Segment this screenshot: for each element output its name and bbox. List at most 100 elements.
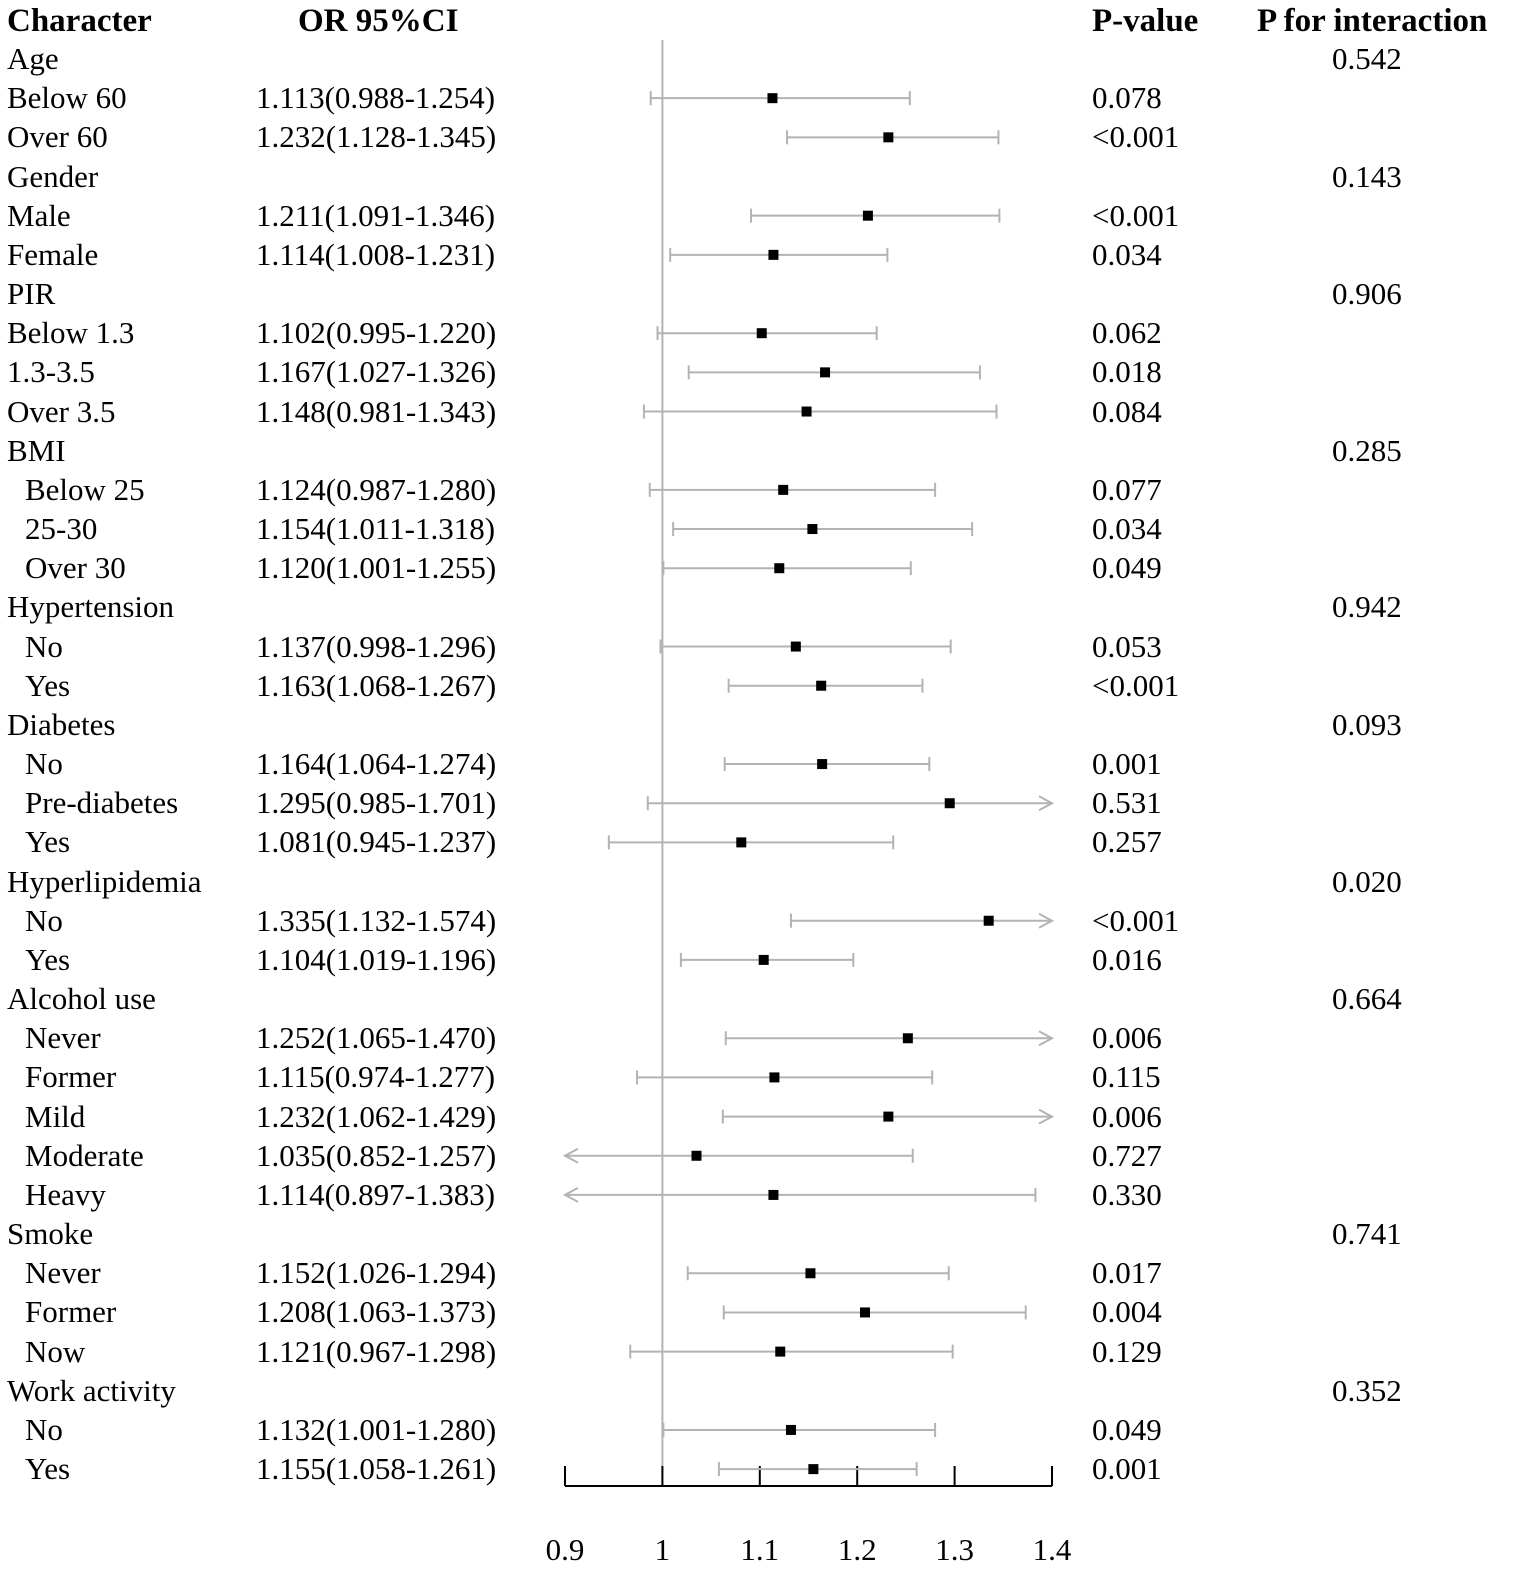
p-value: 0.049 — [1092, 550, 1162, 586]
subgroup-label: Heavy — [25, 1176, 106, 1212]
subgroup-label: Yes — [25, 667, 71, 703]
or-point — [883, 1111, 894, 1122]
or-point — [767, 93, 778, 104]
p-value: 0.053 — [1092, 628, 1162, 664]
or-point — [785, 1424, 796, 1435]
x-tick-label: 1.3 — [935, 1532, 974, 1567]
group-label: Alcohol use — [7, 981, 156, 1017]
p-value: 0.017 — [1092, 1255, 1162, 1291]
or-point — [859, 1307, 870, 1318]
or-point — [817, 759, 828, 770]
group-label: Smoke — [7, 1216, 94, 1252]
or-point — [805, 1268, 816, 1279]
or-ci-value: 1.163(1.068-1.267) — [256, 667, 497, 703]
p-value: 0.049 — [1092, 1411, 1162, 1447]
or-ci-value: 1.211(1.091-1.346) — [256, 197, 496, 233]
subgroup-label: Now — [25, 1333, 86, 1369]
or-ci-value: 1.232(1.128-1.345) — [256, 119, 497, 155]
or-ci-value: 1.137(0.998-1.296) — [256, 628, 497, 664]
p-value: 0.062 — [1092, 315, 1162, 351]
or-point — [808, 1464, 819, 1475]
x-tick-label: 1.4 — [1033, 1532, 1072, 1567]
subgroup-label: No — [25, 902, 63, 938]
or-ci-value: 1.114(1.008-1.231) — [256, 236, 496, 272]
subgroup-label: Moderate — [25, 1137, 144, 1173]
x-tick-label: 1.1 — [740, 1532, 779, 1567]
or-point — [768, 1189, 779, 1200]
or-ci-value: 1.124(0.987-1.280) — [256, 471, 497, 507]
p-interaction-value: 0.093 — [1332, 706, 1402, 742]
or-ci-value: 1.295(0.985-1.701) — [256, 785, 497, 821]
p-interaction-value: 0.542 — [1332, 41, 1402, 76]
p-value: <0.001 — [1092, 119, 1180, 155]
group-label: Age — [7, 41, 59, 76]
p-interaction-value: 0.906 — [1332, 276, 1402, 312]
or-ci-value: 1.164(1.064-1.274) — [256, 746, 497, 782]
p-value: 0.115 — [1092, 1059, 1161, 1095]
or-point — [944, 798, 955, 809]
subgroup-label: Over 30 — [25, 550, 126, 586]
ci-left-arrow — [562, 1187, 579, 1203]
or-point — [774, 563, 785, 574]
p-interaction-value: 0.664 — [1332, 981, 1402, 1017]
ci-right-arrow — [1038, 795, 1055, 812]
subgroup-label: Below 1.3 — [7, 315, 135, 351]
or-point — [778, 484, 789, 495]
subgroup-label: Below 60 — [7, 80, 127, 116]
or-point — [862, 210, 873, 221]
subgroup-label: No — [25, 1411, 63, 1447]
p-value: 0.016 — [1092, 941, 1162, 977]
or-point — [816, 680, 827, 691]
ci-right-arrow — [1038, 1030, 1055, 1047]
subgroup-label: 1.3-3.5 — [7, 354, 95, 390]
p-value: 0.084 — [1092, 393, 1162, 429]
or-ci-value: 1.132(1.001-1.280) — [256, 1411, 497, 1447]
header-character: Character — [7, 3, 152, 39]
p-value: 0.078 — [1092, 80, 1162, 116]
p-value: 0.018 — [1092, 354, 1162, 390]
group-label: PIR — [7, 276, 56, 312]
subgroup-label: Former — [25, 1059, 117, 1095]
p-interaction-value: 0.285 — [1332, 432, 1402, 468]
or-ci-value: 1.167(1.027-1.326) — [256, 354, 497, 390]
or-point — [820, 367, 831, 378]
subgroup-label: Female — [7, 236, 99, 272]
group-label: Hypertension — [7, 589, 175, 625]
p-value: 0.330 — [1092, 1176, 1162, 1212]
or-ci-value: 1.102(0.995-1.220) — [256, 315, 497, 351]
or-ci-value: 1.104(1.019-1.196) — [256, 941, 497, 977]
p-value: 0.004 — [1092, 1294, 1162, 1330]
subgroup-label: Yes — [25, 824, 71, 860]
subgroup-label: No — [25, 746, 63, 782]
group-label: Gender — [7, 158, 99, 194]
subgroup-label: No — [25, 628, 63, 664]
subgroup-label: Pre-diabetes — [25, 785, 179, 821]
subgroup-label: Yes — [25, 1451, 71, 1487]
or-ci-value: 1.121(0.967-1.298) — [256, 1333, 497, 1369]
or-point — [758, 954, 769, 965]
or-point — [807, 524, 818, 535]
or-ci-value: 1.148(0.981-1.343) — [256, 393, 497, 429]
or-ci-value: 1.113(0.988-1.254) — [256, 80, 496, 116]
p-interaction-value: 0.143 — [1332, 158, 1402, 194]
or-point — [790, 641, 801, 652]
subgroup-label: Yes — [25, 941, 71, 977]
x-tick-label: 0.9 — [546, 1532, 585, 1567]
or-ci-value: 1.115(0.974-1.277) — [256, 1059, 496, 1095]
p-value: 0.129 — [1092, 1333, 1162, 1369]
or-point — [691, 1150, 702, 1161]
subgroup-label: Male — [7, 197, 71, 233]
p-value: <0.001 — [1092, 902, 1180, 938]
subgroup-label: Over 60 — [7, 119, 108, 155]
or-point — [902, 1033, 913, 1044]
or-point — [768, 249, 779, 260]
or-ci-value: 1.154(1.011-1.318) — [256, 511, 496, 547]
p-value: <0.001 — [1092, 667, 1180, 703]
or-ci-value: 1.081(0.945-1.237) — [256, 824, 497, 860]
subgroup-label: Never — [25, 1255, 101, 1291]
or-ci-value: 1.120(1.001-1.255) — [256, 550, 497, 586]
or-ci-value: 1.232(1.062-1.429) — [256, 1098, 497, 1134]
or-point — [883, 132, 894, 143]
or-ci-value: 1.155(1.058-1.261) — [256, 1451, 497, 1487]
